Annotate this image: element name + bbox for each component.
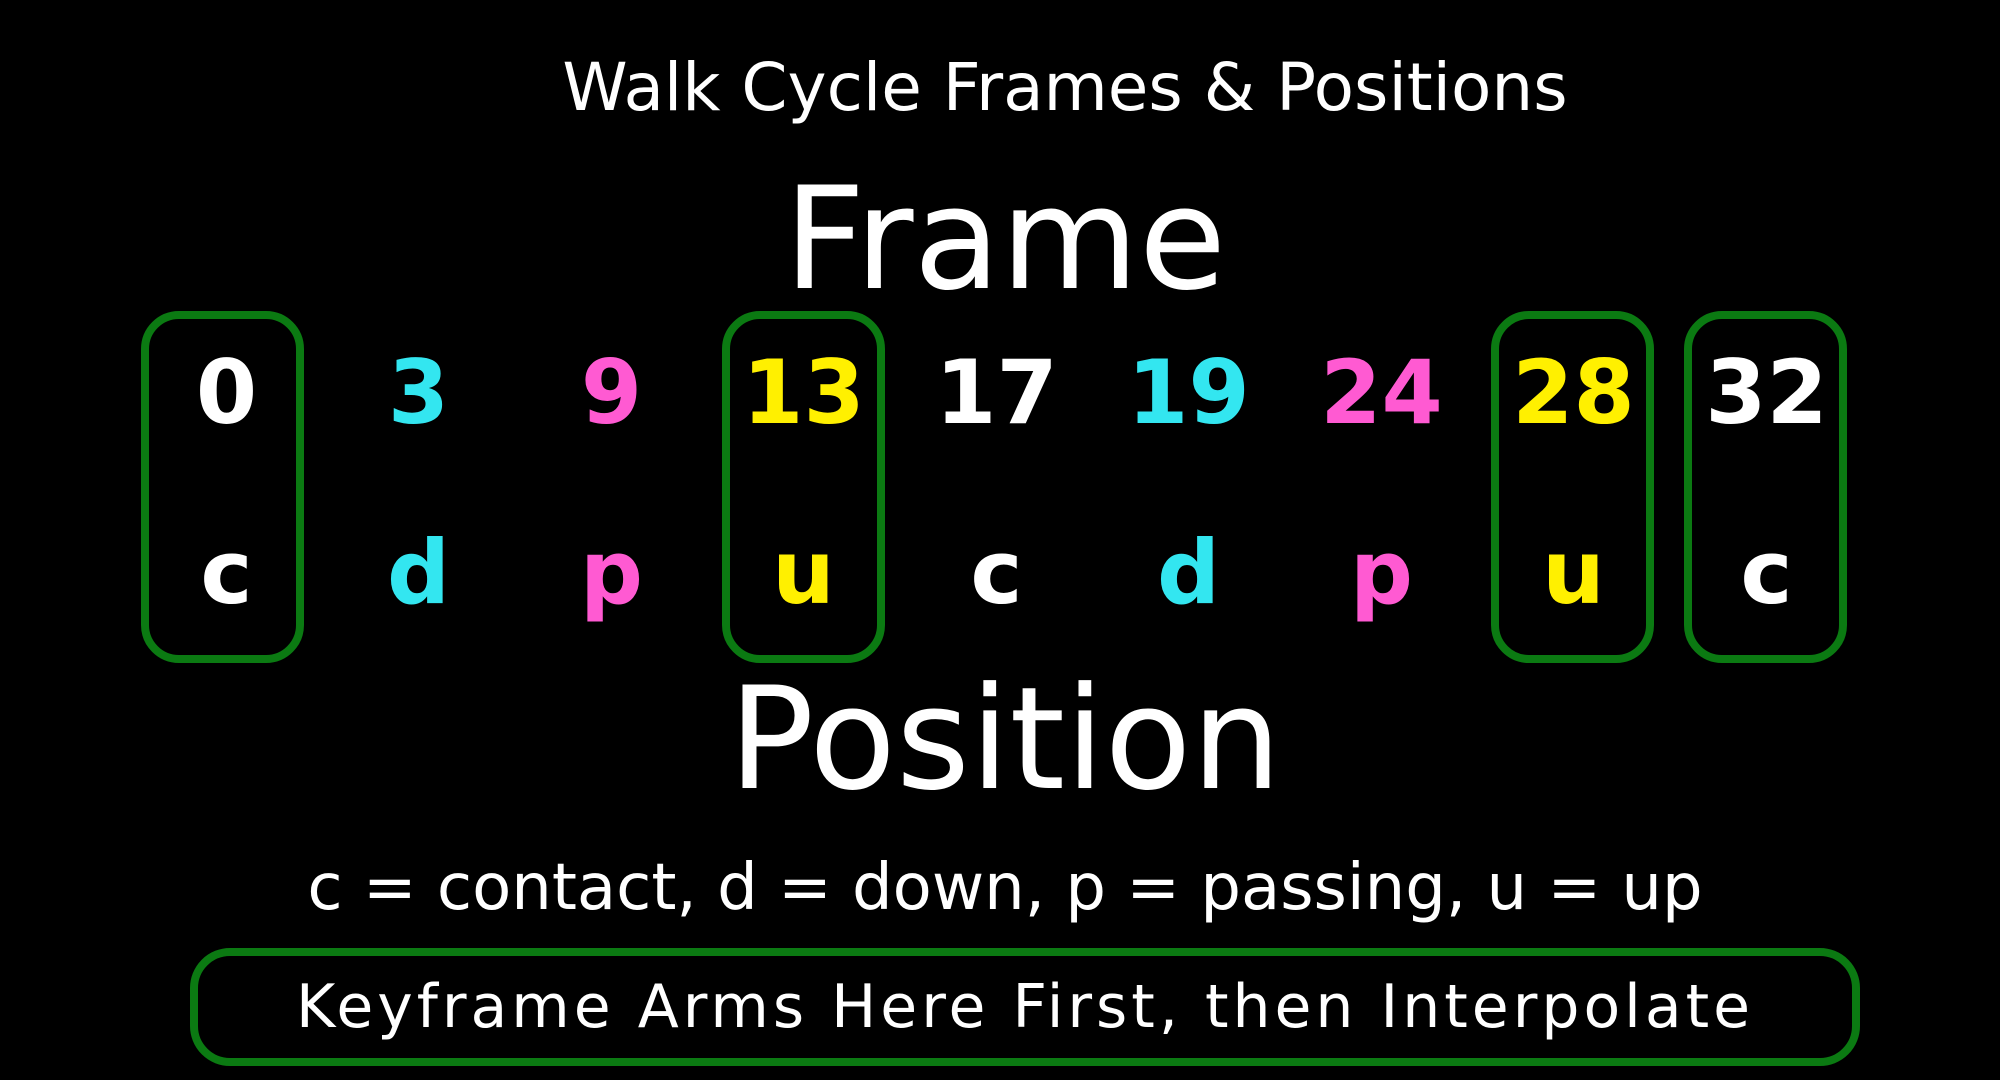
frame-column: 9 p: [524, 305, 699, 670]
frame-column: 3 d: [331, 305, 506, 670]
position-letter: d: [387, 521, 450, 624]
position-letter: u: [772, 521, 835, 624]
frame-column: 28 u: [1486, 305, 1661, 670]
frame-number: 13: [742, 341, 865, 444]
frame-column: 13 u: [716, 305, 891, 670]
position-letter: c: [970, 521, 1023, 624]
frame-number: 28: [1512, 341, 1635, 444]
frame-column: 17 c: [909, 305, 1084, 670]
frame-number: 3: [387, 341, 450, 444]
frame-column: 32 c: [1679, 305, 1854, 670]
frame-column: 19 d: [1101, 305, 1276, 670]
keyframe-banner: Keyframe Arms Here First, then Interpola…: [190, 948, 1860, 1066]
position-letter: c: [1740, 521, 1793, 624]
position-letter: c: [200, 521, 253, 624]
position-letter: u: [1542, 521, 1605, 624]
frame-heading: Frame: [783, 157, 1227, 322]
position-legend: c = contact, d = down, p = passing, u = …: [307, 851, 1703, 925]
frame-number: 32: [1705, 341, 1828, 444]
frame-number: 9: [580, 341, 643, 444]
keyframe-box-frame-32: [1684, 311, 1847, 663]
keyframe-box-frame-28: [1491, 311, 1654, 663]
position-letter: p: [1350, 521, 1413, 624]
frame-number: 24: [1320, 341, 1443, 444]
position-letter: d: [1157, 521, 1220, 624]
diagram-title: Walk Cycle Frames & Positions: [562, 49, 1568, 126]
frame-column: 0 c: [139, 305, 314, 670]
frame-column: 24 p: [1294, 305, 1469, 670]
frame-number: 19: [1127, 341, 1250, 444]
keyframe-box-frame-0: [141, 311, 304, 663]
frame-number: 17: [935, 341, 1058, 444]
keyframe-box-frame-13: [722, 311, 885, 663]
position-letter: p: [580, 521, 643, 624]
frame-number: 0: [195, 341, 258, 444]
position-heading: Position: [728, 657, 1282, 822]
